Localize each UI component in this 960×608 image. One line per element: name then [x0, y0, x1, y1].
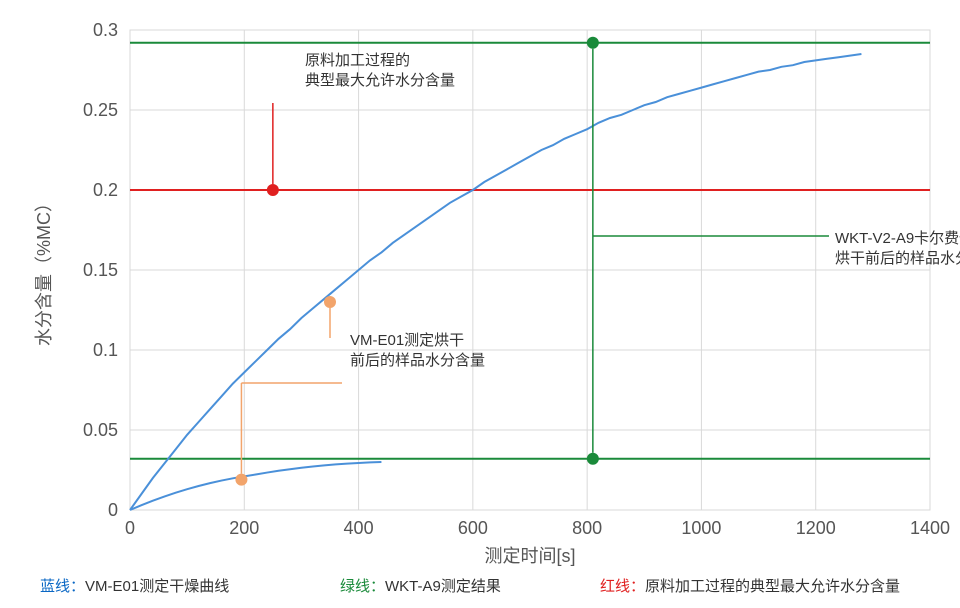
- legend-red-key: 红线：: [600, 575, 645, 596]
- marker-orange_dot_upper: [324, 296, 336, 308]
- x-tick-label: 400: [344, 518, 374, 538]
- curve-long: [130, 54, 861, 510]
- callout-orange-line: VM-E01测定烘干: [350, 332, 464, 349]
- x-tick-label: 1400: [910, 518, 950, 538]
- legend-blue: 蓝线： VM-E01测定干燥曲线: [40, 575, 320, 596]
- callout-green-line: 烘干前后的样品水分参考值: [835, 250, 960, 267]
- y-tick-label: 0.15: [83, 260, 118, 280]
- chart-container: 原料加工过程的典型最大允许水分含量VM-E01测定烘干前后的样品水分含量WKT-…: [0, 0, 960, 608]
- legend-red-text: 原料加工过程的典型最大允许水分含量: [645, 575, 900, 596]
- y-tick-label: 0.25: [83, 100, 118, 120]
- y-tick-label: 0.05: [83, 420, 118, 440]
- marker-green_dot_bot: [587, 453, 599, 465]
- marker-orange_dot_lower: [235, 474, 247, 486]
- legend-red: 红线： 原料加工过程的典型最大允许水分含量: [600, 575, 900, 596]
- legend-green-key: 绿线：: [340, 575, 385, 596]
- y-axis-title: 水分含量（%MC）: [34, 194, 54, 346]
- x-tick-label: 1000: [681, 518, 721, 538]
- legend-blue-key: 蓝线：: [40, 575, 85, 596]
- y-tick-label: 0.2: [93, 180, 118, 200]
- callout-green-line: WKT-V2-A9卡尔费休水分仪测定: [835, 230, 960, 247]
- callout-red-line: 典型最大允许水分含量: [305, 72, 455, 89]
- x-tick-label: 1200: [796, 518, 836, 538]
- marker-red_dot: [267, 184, 279, 196]
- y-tick-label: 0.3: [93, 20, 118, 40]
- callout-red-line: 原料加工过程的: [305, 52, 410, 69]
- x-tick-label: 0: [125, 518, 135, 538]
- curve-short: [130, 462, 381, 510]
- x-tick-label: 800: [572, 518, 602, 538]
- legend-row: 蓝线： VM-E01测定干燥曲线 绿线： WKT-A9测定结果 红线： 原料加工…: [40, 575, 940, 596]
- legend-blue-text: VM-E01测定干燥曲线: [85, 575, 229, 596]
- legend-green: 绿线： WKT-A9测定结果: [340, 575, 580, 596]
- x-axis-title: 测定时间[s]: [484, 546, 575, 566]
- marker-green_dot_top: [587, 37, 599, 49]
- legend-green-text: WKT-A9测定结果: [385, 575, 501, 596]
- y-tick-label: 0.1: [93, 340, 118, 360]
- x-tick-label: 600: [458, 518, 488, 538]
- chart-svg: 原料加工过程的典型最大允许水分含量VM-E01测定烘干前后的样品水分含量WKT-…: [0, 0, 960, 608]
- callout-orange-line: 前后的样品水分含量: [350, 352, 485, 369]
- y-tick-label: 0: [108, 500, 118, 520]
- x-tick-label: 200: [229, 518, 259, 538]
